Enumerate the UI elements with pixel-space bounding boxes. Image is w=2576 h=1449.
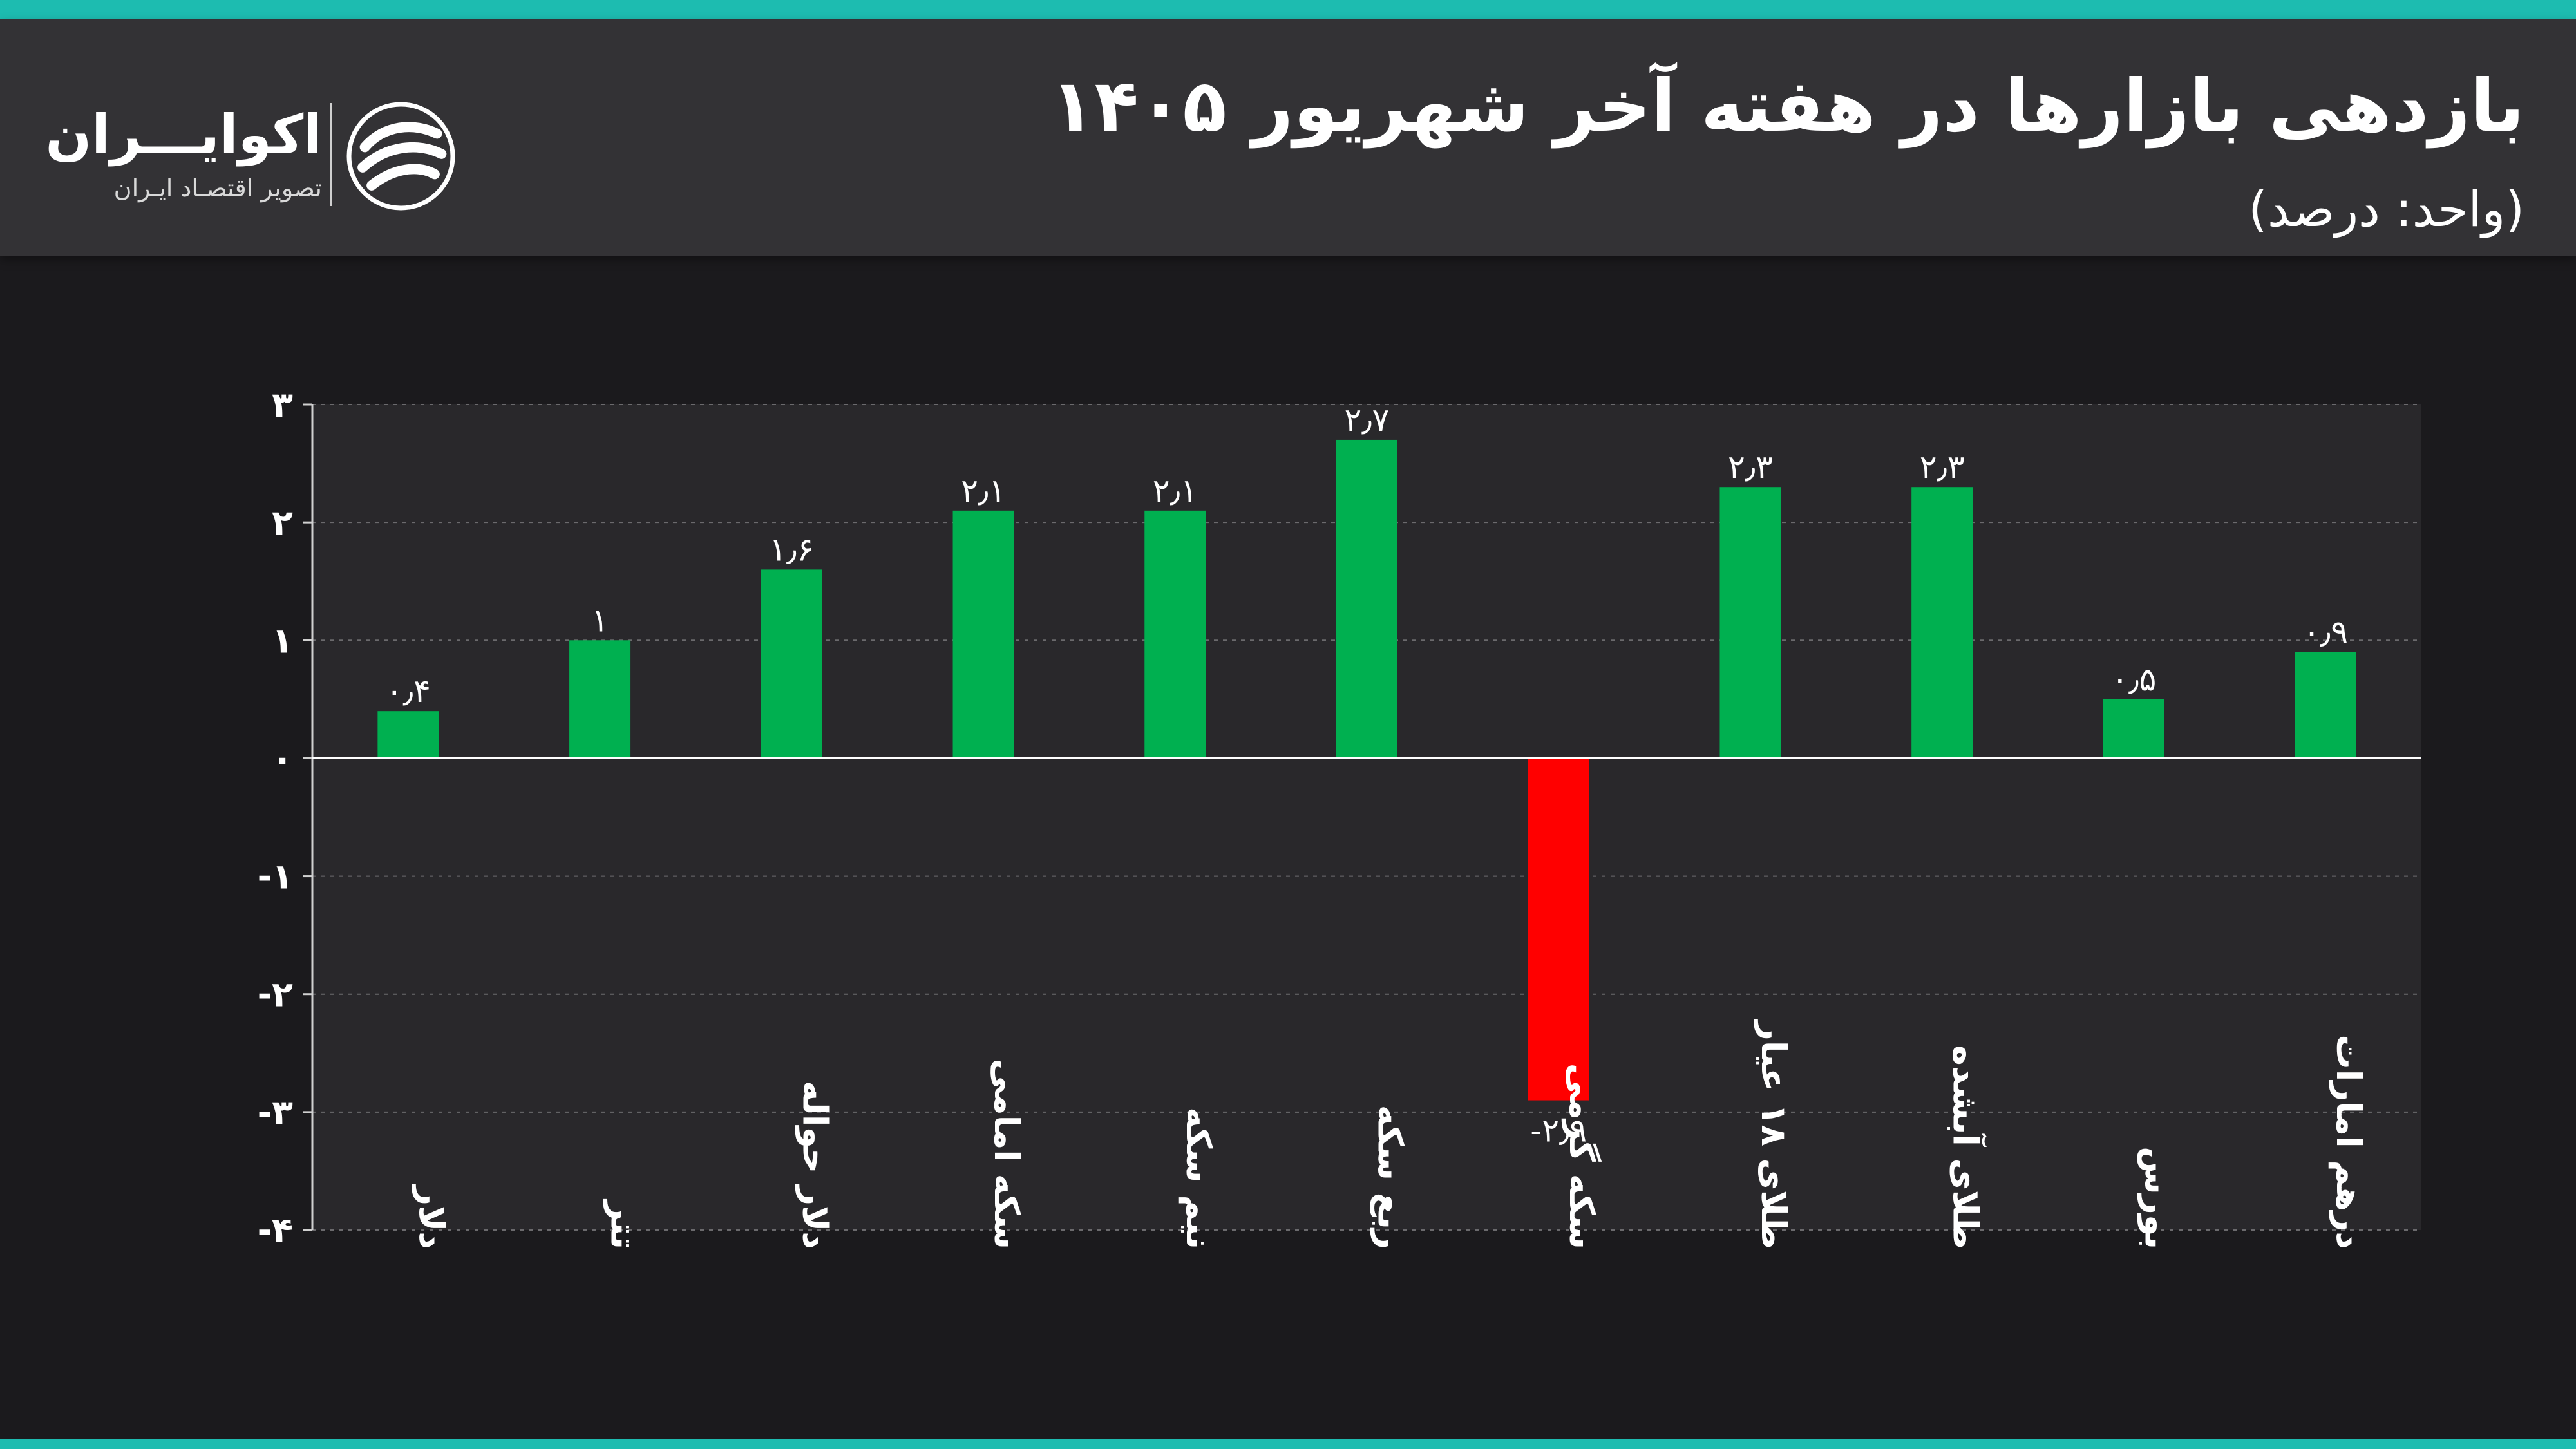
bar (761, 569, 822, 759)
data-label: ۰٫۵ (2111, 661, 2156, 698)
x-tick-label: دلار (412, 1184, 452, 1249)
x-tick-label: ربع سکه (1370, 1105, 1411, 1249)
bar (1144, 510, 1206, 759)
y-tick-label: ۱ (272, 620, 293, 661)
top-accent-band (0, 0, 2576, 19)
data-label: ۱٫۶ (769, 531, 814, 568)
y-tick-label: -۴ (258, 1210, 293, 1251)
brand-block: اکوایـــران تصویر اقتصـاد ایـران (45, 84, 477, 225)
brand-name: اکوایـــران (45, 103, 322, 166)
data-label: ۲٫۱ (961, 472, 1006, 509)
bar (569, 640, 631, 759)
bar (1528, 758, 1589, 1101)
data-label: ۲٫۳ (1728, 448, 1773, 486)
chart-unit-subtitle: (واحد: درصد) (2248, 180, 2524, 238)
bar (2103, 699, 2164, 759)
data-label: ۱ (591, 601, 609, 639)
x-tick-label: تتر (603, 1198, 644, 1249)
y-tick-label: ۲ (272, 502, 293, 543)
bar (952, 510, 1014, 759)
bar (1719, 487, 1781, 759)
chart-title: بازدهی بازارها در هفته آخر شهریور ۱۴۰۵ (1050, 64, 2524, 148)
y-tick-label: -۱ (258, 857, 293, 897)
x-tick-label: بورس (2137, 1146, 2177, 1249)
header: بازدهی بازارها در هفته آخر شهریور ۱۴۰۵ (… (0, 19, 2576, 256)
bar (1336, 439, 1397, 759)
y-tick-label: -۳ (258, 1092, 293, 1133)
x-tick-label: سکه امامی (987, 1059, 1027, 1249)
brand-tagline: تصویر اقتصـاد ایـران (113, 174, 322, 202)
x-tick-label: دلار حواله (795, 1081, 835, 1249)
data-label: ۲٫۷ (1345, 401, 1390, 439)
x-tick-label: سکه گرمی (1562, 1063, 1602, 1249)
data-label: -۲٫۹ (1530, 1112, 1587, 1150)
data-label: ۰٫۹ (2303, 614, 2348, 651)
x-tick-label: نیم سکه (1179, 1107, 1219, 1249)
data-label: ۲٫۳ (1920, 448, 1965, 486)
brand-divider (330, 103, 332, 206)
y-tick-label: ۳ (272, 384, 293, 425)
x-tick-label: طلای آبشده (1946, 1045, 1987, 1249)
ecoiran-swirl-icon (346, 102, 455, 211)
x-tick-label: طلای ۱۸ عیار (1754, 1019, 1794, 1249)
y-tick-label: -۲ (258, 974, 293, 1015)
data-label: ۲٫۱ (1153, 472, 1198, 509)
y-tick-label: ۰ (272, 738, 293, 779)
x-axis-labels: دلار تتر دلار حواله سکه امامی نیم سکه ربع سکه… (412, 1019, 2369, 1249)
y-axis-ticks: ۳ ۲ ۱ ۰ -۱ -۲ -۳ -۴ (258, 384, 312, 1251)
bars (377, 439, 2356, 1101)
data-label: ۰٫۴ (386, 672, 431, 710)
data-labels: ۰٫۴ ۱ ۱٫۶ ۲٫۱ ۲٫۱ ۲٫۷ -۲٫۹ ۲٫۳ ۲٫۳ ۰٫۵ ۰٫۹ (386, 401, 2348, 1150)
bar (377, 711, 439, 759)
bottom-accent-band (0, 1439, 2576, 1449)
x-tick-label: درهم امارات (2329, 1035, 2369, 1249)
bar (1911, 487, 1973, 759)
bar (2295, 652, 2356, 759)
